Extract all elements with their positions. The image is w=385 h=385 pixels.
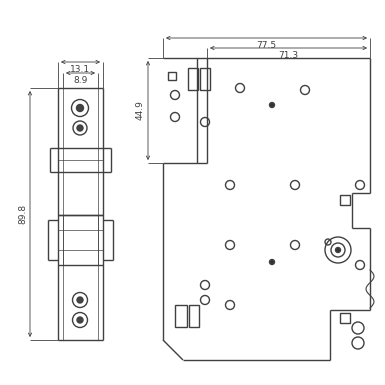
Circle shape bbox=[77, 317, 83, 323]
Text: 89.8: 89.8 bbox=[18, 204, 27, 224]
Text: 44.9: 44.9 bbox=[136, 100, 145, 121]
Text: 13.1: 13.1 bbox=[70, 65, 90, 74]
Bar bbox=[188, 68, 198, 90]
Bar bbox=[340, 195, 350, 205]
Bar bbox=[189, 305, 199, 327]
Bar bbox=[200, 68, 210, 90]
Circle shape bbox=[77, 125, 83, 131]
Bar bbox=[175, 305, 187, 327]
Text: 71.3: 71.3 bbox=[278, 51, 298, 60]
Bar bbox=[340, 313, 350, 323]
Text: 77.5: 77.5 bbox=[256, 41, 276, 50]
Text: 8.9: 8.9 bbox=[73, 76, 88, 85]
Circle shape bbox=[77, 297, 83, 303]
Circle shape bbox=[335, 248, 340, 253]
Circle shape bbox=[77, 104, 84, 112]
Circle shape bbox=[270, 102, 275, 107]
Circle shape bbox=[270, 259, 275, 264]
Bar bbox=[168, 72, 176, 80]
